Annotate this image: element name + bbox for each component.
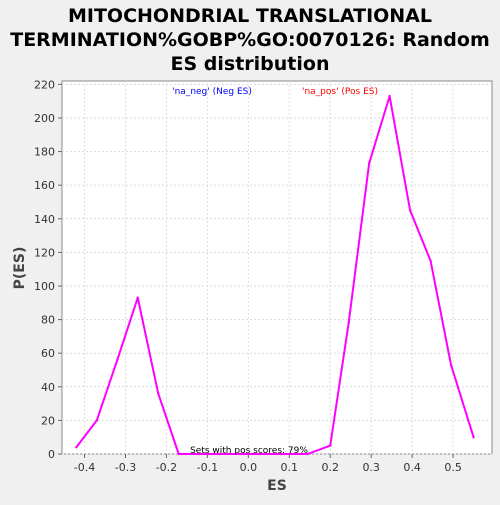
annotation-pos-scores: Sets with pos scores: 79% <box>190 446 308 456</box>
data-point <box>259 452 262 456</box>
y-tick-label: 120 <box>34 246 55 259</box>
x-tick-label: -0.4 <box>74 461 95 474</box>
data-point <box>279 452 283 456</box>
data-point <box>449 363 453 367</box>
data-point <box>306 452 309 456</box>
data-point <box>157 392 160 395</box>
data-point <box>367 162 371 165</box>
y-tick-label: 180 <box>34 146 55 159</box>
data-point <box>472 435 475 439</box>
plot-area <box>61 80 493 455</box>
y-axis: 0 20 40 60 80 100 120 140 160 180 200 220 <box>34 78 62 461</box>
legend-entry-pos: 'na_pos' (Pos ES) <box>302 87 378 97</box>
x-axis: -0.4 -0.3 -0.2 -0.1 0.0 0.1 0.2 0.3 0.4 0.5 <box>74 454 462 474</box>
y-tick-label: 0 <box>48 448 55 461</box>
y-tick-label: 20 <box>41 414 55 427</box>
data-point <box>95 419 99 422</box>
x-tick-label: 0.0 <box>240 461 258 474</box>
chart-title-line-2: TERMINATION%GOBP%GO:0070126: Random <box>10 29 490 51</box>
x-tick-label: 0.5 <box>444 461 462 474</box>
data-point <box>408 209 412 212</box>
y-tick-label: 80 <box>41 314 55 327</box>
x-tick-label: -0.2 <box>156 461 177 474</box>
y-tick-label: 100 <box>34 280 55 293</box>
data-point <box>136 296 139 299</box>
y-tick-label: 160 <box>34 179 55 192</box>
x-tick-label: 0.1 <box>281 461 299 474</box>
legend-entry-neg: 'na_neg' (Neg ES) <box>172 87 252 97</box>
data-point <box>197 452 201 456</box>
y-tick-label: 220 <box>34 78 55 91</box>
data-point <box>177 452 180 456</box>
data-point <box>347 321 350 325</box>
x-tick-label: -0.1 <box>197 461 218 474</box>
y-tick-label: 60 <box>41 347 55 360</box>
data-point <box>238 452 242 456</box>
series-line <box>75 95 475 455</box>
series-group <box>75 94 475 456</box>
x-tick-label: 0.3 <box>362 461 380 474</box>
x-tick-label: 0.4 <box>403 461 421 474</box>
data-point <box>329 444 332 447</box>
x-axis-title: ES <box>267 478 287 494</box>
data-point <box>388 94 391 98</box>
y-axis-title: P(ES) <box>12 247 28 290</box>
x-tick-label: -0.3 <box>115 461 136 474</box>
chart-title-line-3: ES distribution <box>171 53 330 75</box>
data-point <box>75 446 78 449</box>
y-tick-label: 200 <box>34 112 55 125</box>
y-tick-label: 140 <box>34 213 55 226</box>
x-tick-label: 0.2 <box>321 461 339 474</box>
data-point <box>218 452 221 456</box>
data-point <box>429 259 432 262</box>
data-point <box>116 358 119 362</box>
chart-title-line-1: MITOCHONDRIAL TRANSLATIONAL <box>68 5 432 27</box>
y-tick-label: 40 <box>41 381 55 394</box>
